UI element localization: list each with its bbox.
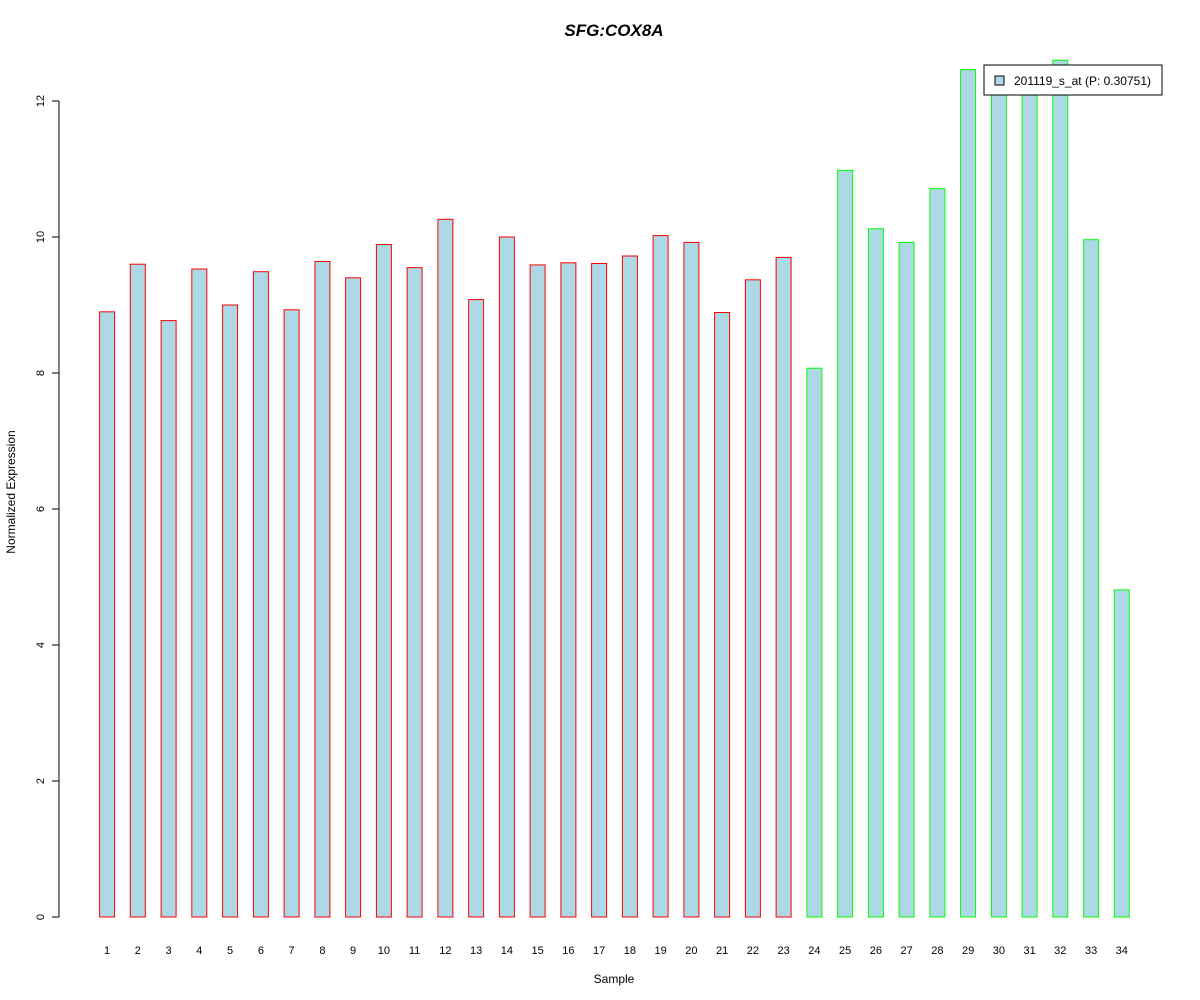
y-tick-label: 4 xyxy=(35,642,47,648)
x-tick-label: 16 xyxy=(562,945,574,957)
bar-sample-11 xyxy=(406,267,423,918)
x-tick-label: 6 xyxy=(258,945,264,957)
x-tick-label: 33 xyxy=(1085,945,1097,957)
x-tick-label: 24 xyxy=(808,945,820,957)
x-tick-label: 29 xyxy=(962,945,974,957)
y-tick-label: 2 xyxy=(35,778,47,784)
x-tick-label: 10 xyxy=(378,945,390,957)
bar-sample-14 xyxy=(498,236,515,918)
bar-sample-16 xyxy=(560,262,577,918)
bar-sample-28 xyxy=(929,188,946,918)
bar-sample-21 xyxy=(714,312,731,918)
legend-entry-label: 201119_s_at (P: 0.30751) xyxy=(1014,74,1151,88)
x-tick-label: 9 xyxy=(350,945,356,957)
bar-sample-17 xyxy=(591,263,608,918)
bar-sample-19 xyxy=(652,235,669,918)
x-tick-label: 14 xyxy=(501,945,513,957)
x-tick-label: 23 xyxy=(777,945,789,957)
bar-sample-31 xyxy=(1021,93,1038,918)
x-tick-label: 32 xyxy=(1054,945,1066,957)
bar-sample-12 xyxy=(437,218,454,918)
bar-sample-13 xyxy=(468,299,485,918)
x-tick-label: 4 xyxy=(196,945,202,957)
x-tick-label: 27 xyxy=(900,945,912,957)
x-tick-label: 15 xyxy=(531,945,543,957)
x-tick-label: 1 xyxy=(104,945,110,957)
bar-sample-10 xyxy=(375,244,392,918)
bar-sample-18 xyxy=(621,255,638,918)
x-tick-label: 19 xyxy=(654,945,666,957)
bar-sample-29 xyxy=(960,69,977,918)
x-tick-label: 34 xyxy=(1116,945,1128,957)
legend: 201119_s_at (P: 0.30751) xyxy=(983,64,1163,96)
bar-sample-30 xyxy=(990,93,1007,918)
bar-sample-7 xyxy=(283,309,300,918)
bar-sample-5 xyxy=(222,304,239,918)
x-tick-label: 3 xyxy=(166,945,172,957)
x-tick-label: 11 xyxy=(409,945,420,957)
chart-title: SFG:COX8A xyxy=(564,21,663,40)
y-tick-label: 0 xyxy=(35,914,47,920)
bar-sample-3 xyxy=(160,320,177,918)
bar-sample-1 xyxy=(99,311,116,918)
bar-sample-33 xyxy=(1083,239,1100,918)
bar-sample-27 xyxy=(898,241,915,918)
legend-box xyxy=(983,64,1163,96)
legend-swatch xyxy=(994,75,1005,86)
y-tick-label: 12 xyxy=(35,95,47,107)
x-tick-label: 26 xyxy=(870,945,882,957)
x-axis-label: Sample xyxy=(594,972,635,986)
bar-sample-24 xyxy=(806,367,823,918)
x-tick-label: 13 xyxy=(470,945,482,957)
x-tick-label: 22 xyxy=(747,945,759,957)
bar-sample-23 xyxy=(775,256,792,918)
bar-sample-22 xyxy=(744,279,761,918)
x-tick-labels: 1 2 3 4 5 6 7 8 9 10 11 12 13 14 15 16 17 18 19 20 21 22 23 24 2… xyxy=(104,945,1128,957)
x-tick-label: 30 xyxy=(993,945,1005,957)
y-tick-label: 6 xyxy=(35,506,47,512)
x-tick-label: 31 xyxy=(1023,945,1035,957)
bar-sample-9 xyxy=(345,277,362,918)
y-axis-label: Normalized Expression xyxy=(4,430,18,553)
bar-sample-15 xyxy=(529,264,546,918)
bar-sample-6 xyxy=(252,271,269,918)
x-tick-label: 28 xyxy=(931,945,943,957)
x-tick-label: 18 xyxy=(624,945,636,957)
x-tick-label: 20 xyxy=(685,945,697,957)
x-tick-label: 21 xyxy=(716,945,728,957)
bar-sample-4 xyxy=(191,268,208,918)
y-tick-label: 10 xyxy=(35,231,47,243)
bars-group xyxy=(99,59,1130,918)
x-tick-label: 17 xyxy=(593,945,605,957)
bar-sample-20 xyxy=(683,241,700,918)
x-tick-label: 25 xyxy=(839,945,851,957)
bar-sample-25 xyxy=(837,169,854,918)
y-axis: 0 2 4 6 8 10 12 xyxy=(35,95,60,920)
bar-sample-8 xyxy=(314,261,331,918)
bar-sample-26 xyxy=(867,228,884,918)
bar-sample-2 xyxy=(129,263,146,918)
x-tick-label: 5 xyxy=(227,945,233,957)
x-tick-label: 2 xyxy=(135,945,141,957)
x-tick-label: 7 xyxy=(289,945,295,957)
bar-sample-34 xyxy=(1113,589,1130,918)
x-tick-label: 12 xyxy=(439,945,451,957)
y-tick-label: 8 xyxy=(35,370,47,376)
x-tick-label: 8 xyxy=(319,945,325,957)
bar-sample-32 xyxy=(1052,59,1069,918)
